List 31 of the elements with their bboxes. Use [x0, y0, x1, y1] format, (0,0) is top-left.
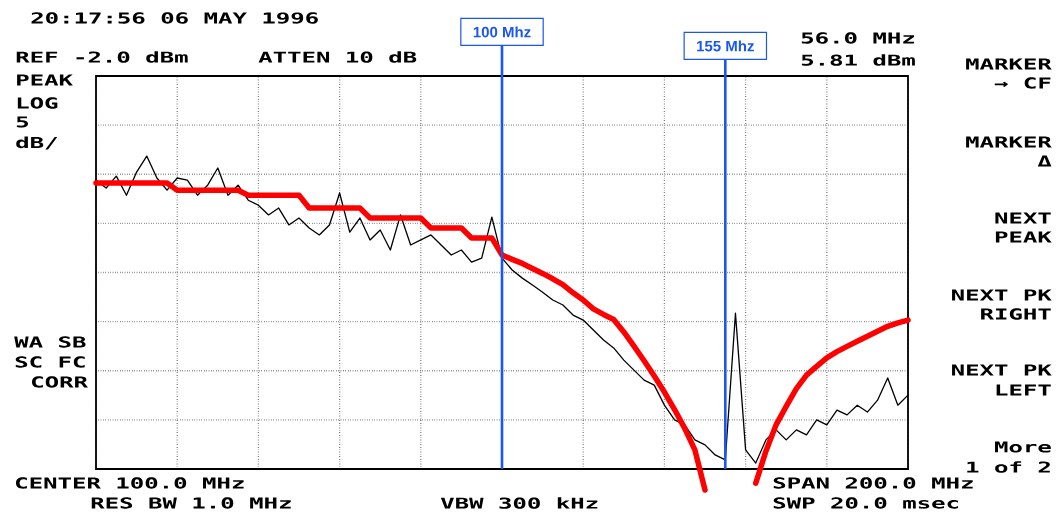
text: 5.81 dBm	[801, 54, 915, 66]
text: NEXT PK	[952, 364, 1052, 376]
text: MARKER	[966, 136, 1052, 148]
text: WA SB	[14, 336, 86, 348]
text: SWP 20.0 msec	[773, 497, 959, 509]
text: LOG	[17, 97, 58, 109]
annotation: SPAN 200.0 MHz	[773, 477, 973, 489]
text: LEFT	[996, 384, 1051, 396]
text: NEXT PK	[952, 289, 1052, 301]
text: More	[995, 441, 1051, 453]
annotation: CENTER 100.0 MHz	[15, 477, 244, 489]
text: 56.0 MHz	[801, 32, 915, 44]
text: MARKER	[966, 58, 1052, 70]
text: REF -2.0 dBm	[16, 51, 188, 63]
text: 5	[16, 116, 29, 128]
text: RES BW 1.0 MHz	[91, 497, 291, 509]
text: 20:17:56 06 MAY 1996	[31, 12, 318, 24]
text: dB/	[16, 136, 58, 150]
text: PEAK	[995, 231, 1052, 243]
text: 155 Mhz	[697, 40, 754, 52]
text: CORR	[32, 376, 88, 388]
text: SC FC	[15, 356, 85, 368]
text: → CF	[994, 77, 1051, 89]
text: 100 Mhz	[473, 26, 531, 38]
text: NEXT	[995, 212, 1051, 224]
text: ATTEN 10 dB	[258, 51, 417, 63]
text: VBW 300 kHz	[440, 497, 598, 509]
text: 1 of 2	[967, 461, 1050, 473]
text: Δ	[1037, 155, 1052, 167]
text: PEAK	[17, 74, 73, 86]
text: RIGHT	[981, 308, 1051, 320]
